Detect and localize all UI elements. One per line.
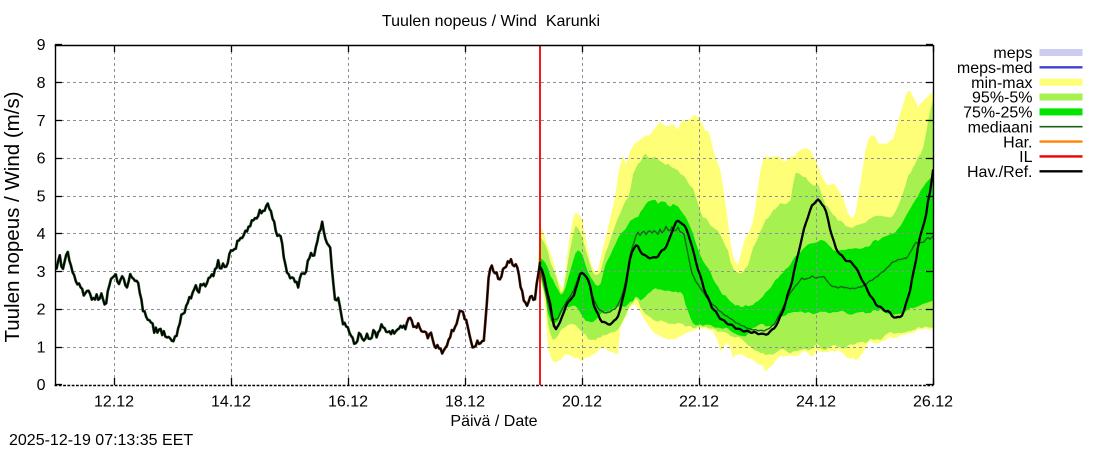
svg-text:12.12: 12.12 bbox=[94, 394, 134, 411]
svg-text:Har.: Har. bbox=[1003, 134, 1032, 151]
svg-text:6: 6 bbox=[37, 151, 46, 168]
svg-text:2025-12-19 07:13:35 EET: 2025-12-19 07:13:35 EET bbox=[9, 432, 193, 449]
svg-text:14.12: 14.12 bbox=[211, 394, 251, 411]
svg-text:IL: IL bbox=[1019, 149, 1032, 166]
svg-text:7: 7 bbox=[37, 113, 46, 130]
svg-text:mediaani: mediaani bbox=[968, 119, 1033, 136]
svg-text:95%-5%: 95%-5% bbox=[972, 90, 1032, 107]
svg-text:4: 4 bbox=[37, 226, 46, 243]
svg-text:26.12: 26.12 bbox=[913, 394, 953, 411]
svg-text:75%-25%: 75%-25% bbox=[963, 105, 1032, 122]
svg-text:9: 9 bbox=[37, 37, 46, 54]
svg-text:5: 5 bbox=[37, 188, 46, 205]
svg-text:22.12: 22.12 bbox=[679, 394, 719, 411]
svg-text:meps-med: meps-med bbox=[957, 60, 1033, 77]
svg-text:min-max: min-max bbox=[971, 75, 1032, 92]
svg-text:meps: meps bbox=[993, 45, 1032, 62]
svg-text:1: 1 bbox=[37, 339, 46, 356]
svg-text:3: 3 bbox=[37, 264, 46, 281]
svg-text:24.12: 24.12 bbox=[796, 394, 836, 411]
svg-text:Hav./Ref.: Hav./Ref. bbox=[967, 164, 1033, 181]
svg-text:18.12: 18.12 bbox=[445, 394, 485, 411]
svg-text:Tuulen nopeus / Wind (m/s): Tuulen nopeus / Wind (m/s) bbox=[1, 91, 24, 342]
svg-text:8: 8 bbox=[37, 75, 46, 92]
svg-text:0: 0 bbox=[37, 377, 46, 394]
svg-text:20.12: 20.12 bbox=[562, 394, 602, 411]
svg-text:Päivä / Date: Päivä / Date bbox=[450, 413, 537, 430]
svg-text:16.12: 16.12 bbox=[328, 394, 368, 411]
svg-text:Tuulen nopeus / Wind Karunki: Tuulen nopeus / Wind Karunki bbox=[382, 13, 600, 30]
svg-text:2: 2 bbox=[37, 302, 46, 319]
